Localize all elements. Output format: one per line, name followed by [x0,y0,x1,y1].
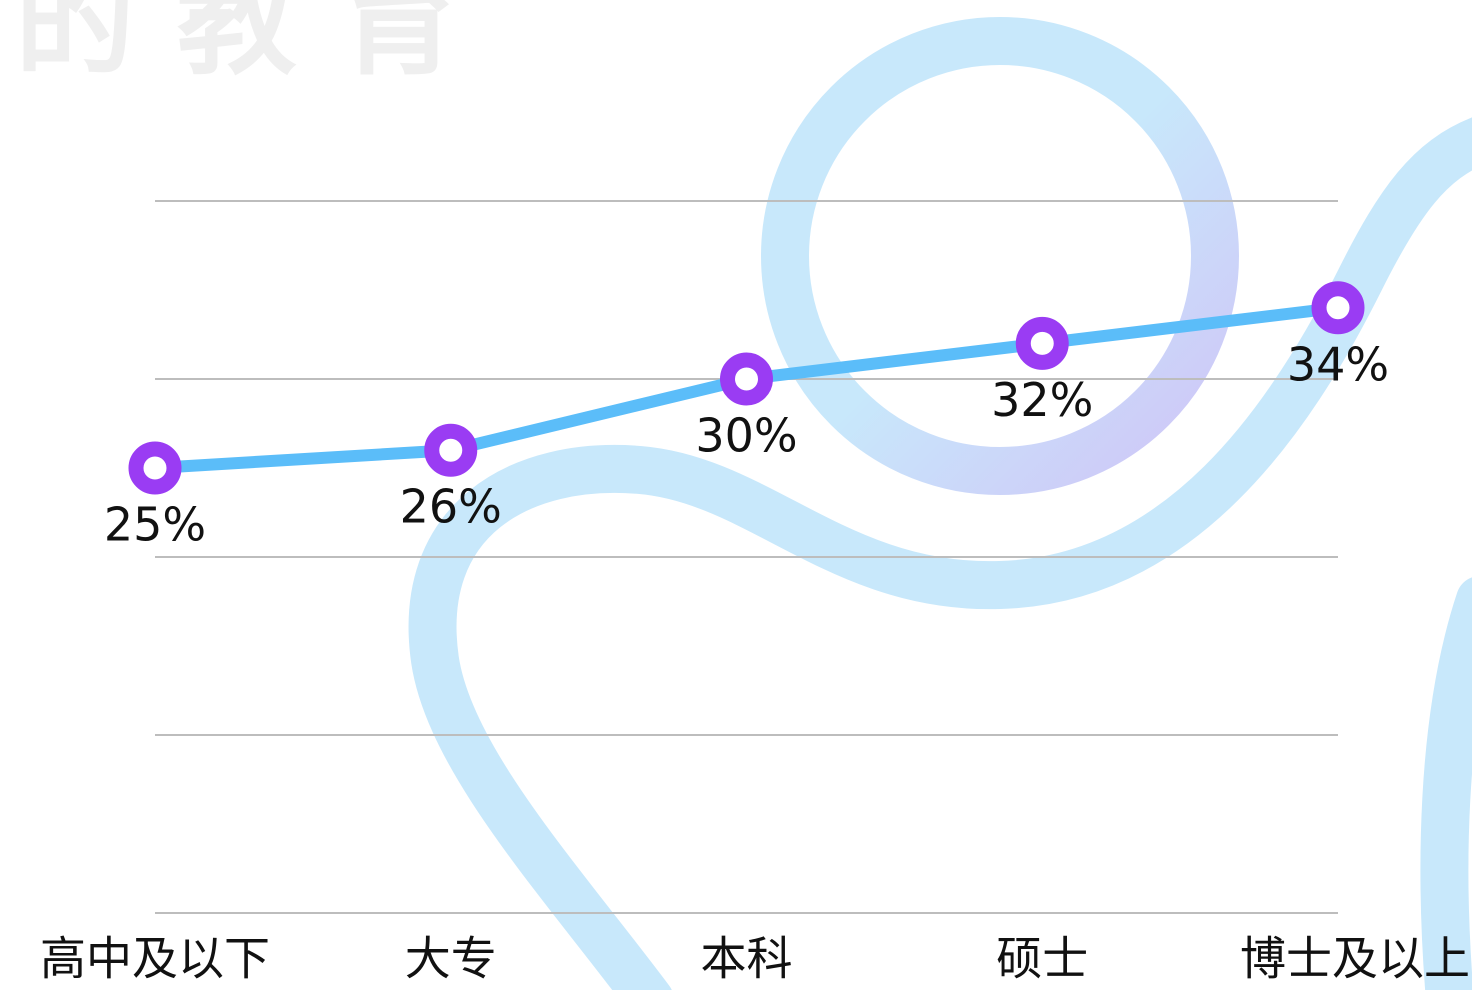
x-tick-label: 大专 [405,932,497,986]
x-tick-label: 硕士 [996,932,1088,986]
x-tick-label: 博士及以上 [1240,932,1470,986]
point-marker [424,423,478,477]
point-marker [1015,316,1069,370]
point-marker [720,352,773,406]
point-marker [128,441,182,495]
data-label: 26% [400,480,502,534]
x-tick-label: 高中及以下 [40,932,270,986]
data-label: 25% [104,498,206,552]
x-tick-label: 本科 [701,932,793,986]
point-marker [1311,281,1365,335]
data-label: 32% [991,373,1093,427]
watermark: 的 教 育 [15,0,459,92]
data-label: 34% [1287,337,1389,391]
data-label: 30% [695,409,797,463]
decoration [408,17,1472,990]
